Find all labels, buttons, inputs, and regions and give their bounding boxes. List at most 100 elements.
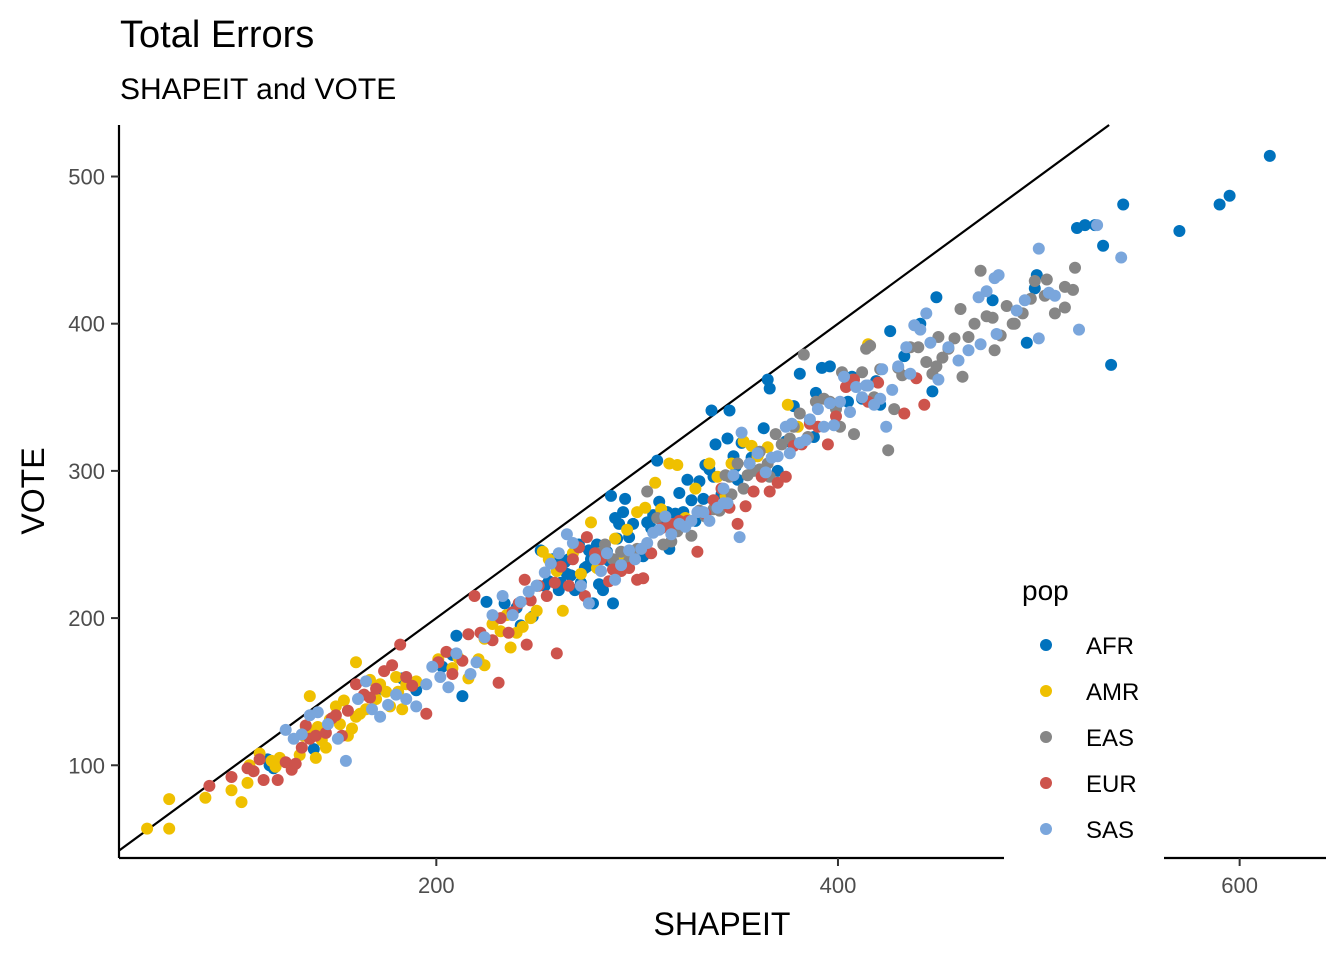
- point-eur: [295, 741, 308, 754]
- point-amr: [199, 791, 212, 804]
- point-eur: [731, 517, 744, 530]
- point-amr: [163, 793, 176, 806]
- point-sas: [691, 506, 704, 519]
- point-amr: [225, 784, 238, 797]
- legend-key-afr: [1040, 639, 1052, 651]
- point-afr: [607, 597, 619, 610]
- point-sas: [339, 754, 352, 767]
- point-eur: [550, 647, 563, 660]
- point-sas: [410, 700, 423, 713]
- point-afr: [1097, 239, 1110, 252]
- point-eur: [386, 659, 399, 672]
- point-amr: [396, 703, 409, 716]
- point-eas: [986, 311, 999, 324]
- legend-key-amr: [1040, 685, 1052, 697]
- point-sas: [1091, 219, 1104, 232]
- point-eas: [968, 317, 981, 330]
- point-sas: [538, 566, 551, 579]
- point-sas: [400, 693, 413, 705]
- point-eas: [930, 360, 943, 373]
- point-sas: [659, 510, 672, 523]
- point-sas: [811, 403, 824, 416]
- point-sas: [1010, 304, 1023, 317]
- point-eas: [1000, 300, 1013, 312]
- chart-subtitle: SHAPEIT and VOTE: [120, 73, 396, 106]
- point-eas: [1058, 280, 1071, 293]
- point-sas: [352, 693, 364, 705]
- point-sas: [522, 585, 535, 598]
- point-sas: [434, 671, 447, 683]
- point-sas: [892, 360, 905, 373]
- point-sas: [793, 436, 806, 449]
- point-eas: [1040, 273, 1053, 286]
- point-eur: [364, 691, 376, 704]
- point-sas: [972, 291, 985, 304]
- point-sas: [850, 381, 863, 393]
- point-sas: [717, 497, 730, 510]
- point-sas: [817, 420, 830, 433]
- point-afr: [456, 690, 469, 703]
- point-amr: [303, 690, 316, 703]
- point-eur: [440, 645, 453, 658]
- point-sas: [470, 656, 483, 669]
- point-sas: [856, 391, 869, 404]
- point-eas: [657, 538, 670, 551]
- point-sas: [886, 383, 899, 396]
- chart-title: Total Errors: [120, 14, 314, 56]
- point-amr: [516, 620, 529, 633]
- point-eas: [956, 370, 969, 383]
- point-afr: [593, 578, 605, 591]
- point-eur: [918, 398, 931, 411]
- point-eur: [257, 774, 270, 786]
- point-afr: [480, 595, 493, 608]
- point-amr: [346, 722, 358, 735]
- y-tick-label: 500: [68, 165, 105, 190]
- point-sas: [703, 514, 716, 527]
- point-eur: [821, 438, 834, 451]
- y-tick-label: 400: [68, 312, 105, 337]
- point-eur: [468, 590, 481, 602]
- point-afr: [609, 512, 622, 524]
- point-sas: [478, 631, 491, 644]
- point-amr: [703, 457, 716, 470]
- point-eur: [637, 572, 650, 585]
- point-sas: [566, 537, 579, 549]
- x-tick-label: 600: [1221, 873, 1258, 898]
- point-eas: [1006, 317, 1019, 330]
- point-amr: [163, 822, 176, 835]
- point-eur: [247, 765, 260, 778]
- point-amr: [241, 776, 254, 789]
- point-amr: [556, 604, 569, 617]
- point-sas: [303, 709, 316, 722]
- point-eur: [898, 407, 911, 420]
- point-sas: [838, 370, 850, 383]
- point-eur: [446, 668, 459, 680]
- y-axis-title: VOTE: [15, 447, 51, 534]
- point-sas: [582, 597, 595, 610]
- point-eas: [797, 348, 810, 361]
- point-sas: [321, 718, 334, 731]
- point-eur: [747, 485, 760, 498]
- point-afr: [884, 325, 897, 338]
- point-sas: [974, 338, 987, 351]
- point-sas: [1115, 251, 1128, 264]
- point-sas: [765, 451, 778, 464]
- point-sas: [486, 609, 499, 622]
- point-afr: [697, 492, 710, 505]
- point-sas: [552, 547, 565, 560]
- point-afr: [1105, 358, 1118, 371]
- point-eur: [462, 628, 475, 641]
- point-eur: [289, 757, 302, 770]
- point-sas: [496, 590, 509, 602]
- point-eur: [562, 579, 575, 592]
- legend-background: [1004, 570, 1164, 870]
- point-afr: [986, 294, 999, 307]
- point-sas: [673, 517, 686, 530]
- point-eur: [253, 753, 266, 766]
- point-sas: [952, 354, 965, 367]
- point-sas: [834, 395, 846, 408]
- point-sas: [609, 573, 622, 586]
- point-amr: [530, 604, 543, 617]
- point-sas: [735, 426, 748, 439]
- point-afr: [619, 492, 632, 505]
